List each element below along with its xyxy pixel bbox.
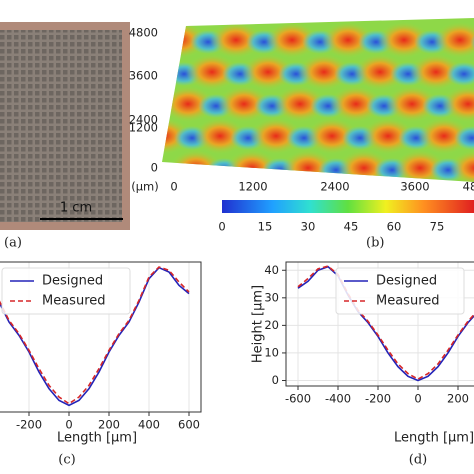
x-tick-label: 0 (414, 392, 421, 406)
series-group (0, 266, 190, 407)
surface-peak (242, 54, 294, 90)
legend-box (1, 267, 131, 315)
y-tick-label: 30 (264, 290, 279, 304)
y-tick-label: 0 (151, 161, 158, 175)
surface-peak (218, 86, 270, 122)
y-tick-label: 2400 (129, 113, 158, 127)
surface-peak (162, 86, 214, 122)
surface-peak (322, 22, 374, 58)
x-axis-label: Length [µm] (394, 431, 474, 446)
legend-label: Designed (42, 274, 103, 289)
surface-peak (442, 86, 474, 122)
colorbar (222, 200, 474, 213)
colorbar-label: 45 (344, 220, 359, 234)
x-tick-label: 3600 (400, 180, 429, 194)
surface-peak (210, 22, 262, 58)
caption: (b) (366, 236, 384, 251)
y-axis-label: Height [µm] (251, 285, 266, 363)
x-tick-label: 0 (65, 418, 72, 432)
x-tick-label: -200 (16, 418, 42, 432)
colorbar-label: 75 (430, 220, 445, 234)
line-chart: -600-400-2000200400010203040DesignedMeas… (251, 261, 474, 468)
surface-peak (250, 118, 302, 154)
scale-label: 1 cm (60, 201, 92, 216)
surface-peak (194, 118, 246, 154)
legend-label: Measured (376, 294, 440, 309)
surface-peak (186, 54, 238, 90)
x-tick-label: -200 (365, 392, 391, 406)
surface (162, 18, 474, 182)
surface-peak (434, 22, 474, 58)
legend-label: Designed (376, 274, 437, 289)
line-chart: -200 0 200 400 600 Designed Measured Length [µm… (0, 261, 202, 468)
surface-peak (354, 54, 406, 90)
colorbar-label: 15 (258, 220, 273, 234)
surface-peak (418, 118, 470, 154)
colorbar-label: 0 (218, 220, 225, 234)
plot-frame (285, 261, 474, 387)
photo-sample (0, 30, 122, 222)
surface-valley (454, 126, 474, 150)
surface-peak (362, 118, 414, 154)
y-tick-label: 10 (264, 345, 279, 359)
surface-peak (266, 22, 318, 58)
legend-box (335, 267, 465, 315)
x-tick-label: 600 (178, 418, 200, 432)
x-tick-label: -400 (325, 392, 351, 406)
colorbar-label: 30 (301, 220, 316, 234)
surface-peak (306, 118, 358, 154)
caption: (d) (409, 453, 427, 468)
x-tick-label: 400 (138, 418, 160, 432)
surface-peak (410, 54, 462, 90)
x-axis-label: Length [µm] (57, 431, 137, 446)
plot-frame (0, 261, 202, 413)
x-tick-label: 0 (170, 180, 177, 194)
x-tick-label: 1200 (238, 180, 267, 194)
caption: (c) (58, 453, 75, 468)
legend-label: Measured (42, 294, 106, 309)
x-tick-label: -600 (285, 392, 311, 406)
surface-peak (378, 22, 430, 58)
surface-peak (170, 150, 222, 182)
y-tick-label: 0 (272, 373, 279, 387)
y-tick-label: 40 (264, 263, 279, 277)
x-tick-label: 200 (447, 392, 469, 406)
colorbar-label: 60 (387, 220, 402, 234)
x-tick-label: 2400 (320, 180, 349, 194)
surface-peak (330, 86, 382, 122)
caption: (a) (4, 236, 22, 251)
y-tick-label: 4800 (129, 26, 158, 40)
surface-peak (394, 150, 446, 182)
surface-valley (446, 62, 474, 86)
y-tick-label: 3600 (129, 69, 158, 83)
x-tick-label: 48 (463, 180, 474, 194)
surface-peak (450, 150, 474, 182)
x-tick-label: 200 (98, 418, 120, 432)
y-tick-label: 20 (264, 318, 279, 332)
surface-peak (298, 54, 350, 90)
surface-peak (274, 86, 326, 122)
axis-unit: (µm) (131, 180, 159, 194)
y-tick-label: 1200 (129, 121, 158, 135)
surface-peak (386, 86, 438, 122)
